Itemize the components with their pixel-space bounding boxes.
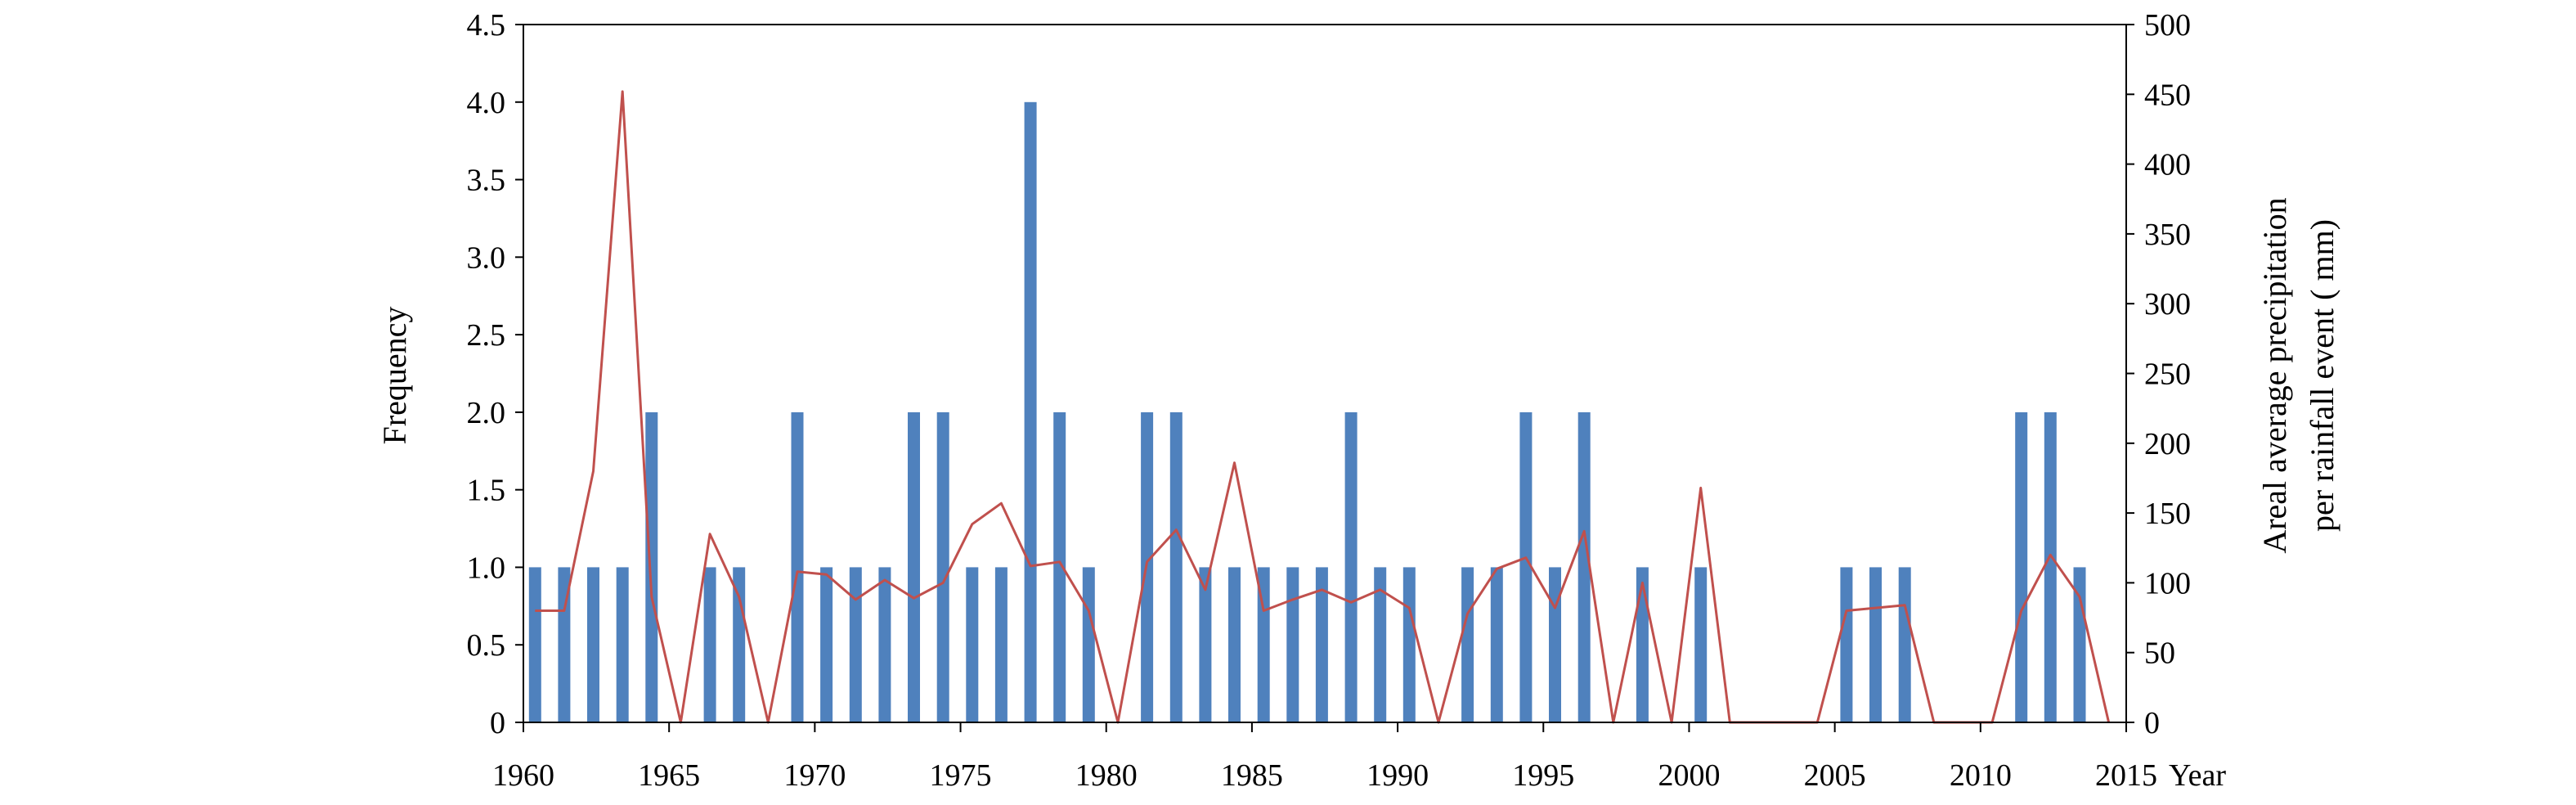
frequency-bar [645,411,658,722]
x-tick-label: 1970 [783,758,846,793]
left-tick-label: 2.5 [467,318,506,353]
frequency-bar [966,567,979,722]
x-tick-label: 1975 [930,758,992,793]
left-tick-label: 0 [490,706,505,740]
frequency-bar [1082,567,1095,722]
frequency-bar [1636,567,1649,722]
frequency-bar [528,567,541,722]
right-axis-title-line-1: Areal average precipitation [2256,197,2293,553]
frequency-bar [1315,567,1328,722]
frequency-bar [1577,411,1591,722]
frequency-bar [1840,567,1853,722]
frequency-bar [1519,411,1533,722]
frequency-bar [1053,411,1066,722]
x-tick-label: 2010 [1950,758,2012,793]
right-tick-label: 400 [2144,148,2191,182]
x-tick-label: 1990 [1367,758,1429,793]
right-tick-label: 500 [2144,8,2191,43]
frequency-bar [703,567,716,722]
frequency-bar [2044,411,2057,722]
frequency-bar [878,567,891,722]
left-tick-label: 4.5 [467,8,506,43]
frequency-bar [1286,567,1299,722]
right-tick-label: 200 [2144,427,2191,461]
frequency-bar [1257,567,1270,722]
frequency-bar [558,567,571,722]
right-tick-label: 0 [2144,706,2160,740]
frequency-bar [587,567,599,722]
frequency-bar [1199,567,1212,722]
right-tick-label: 450 [2144,78,2191,112]
x-axis-unit-label: Year [2169,758,2226,793]
frequency-bar [1374,567,1387,722]
right-tick-label: 250 [2144,358,2191,392]
frequency-bar [1228,567,1241,722]
left-axis-ticks: 0 0.5 1.0 1.5 2.0 2.5 3.0 3.5 4.0 4.5 [467,8,523,740]
frequency-bar [1402,567,1416,722]
bars-group [528,101,2086,723]
right-tick-label: 150 [2144,497,2191,531]
left-tick-label: 3.5 [467,164,506,198]
right-tick-label: 300 [2144,287,2191,322]
frequency-bar [1461,567,1474,722]
frequency-bar [1490,567,1503,722]
x-tick-label: 1960 [492,758,554,793]
x-tick-label: 1995 [1512,758,1574,793]
right-axis-ticks: 0 50 100 150 200 250 300 350 400 450 500 [2126,8,2191,740]
x-tick-label: 2005 [1804,758,1866,793]
frequency-bar [733,567,746,722]
frequency-bar [2015,411,2028,722]
frequency-bar [908,411,920,722]
frequency-bar [1549,567,1561,722]
frequency-bar [1024,101,1037,723]
frequency-bar [616,567,629,722]
left-axis-title: Frequency [376,307,413,445]
frequency-bar [994,567,1008,722]
frequency-bar [1694,567,1708,722]
right-tick-label: 50 [2144,636,2175,671]
frequency-bar [1869,567,1882,722]
right-tick-label: 350 [2144,218,2191,252]
frequency-bar [791,411,804,722]
x-tick-label: 1985 [1221,758,1283,793]
right-axis-title-line-2: per rainfall event ( mm) [2304,219,2340,532]
x-axis-ticks: 1960 1965 1970 1975 1980 1985 1990 1995 2000 2005… [492,722,2157,793]
right-tick-label: 100 [2144,566,2191,600]
frequency-bar [936,411,949,722]
left-tick-label: 4.0 [467,86,506,120]
left-tick-label: 3.0 [467,241,506,275]
x-tick-label: 1980 [1075,758,1138,793]
x-tick-label: 2015 [2095,758,2157,793]
frequency-bar [1169,411,1183,722]
x-tick-label: 2000 [1658,758,1720,793]
left-tick-label: 1.5 [467,474,506,508]
left-tick-label: 1.0 [467,551,506,585]
frequency-bar [1344,411,1358,722]
left-tick-label: 0.5 [467,628,506,663]
frequency-bar [1898,567,1911,722]
frequency-bar [820,567,833,722]
left-tick-label: 2.0 [467,396,506,430]
frequency-bar [849,567,862,722]
x-tick-label: 1965 [638,758,700,793]
